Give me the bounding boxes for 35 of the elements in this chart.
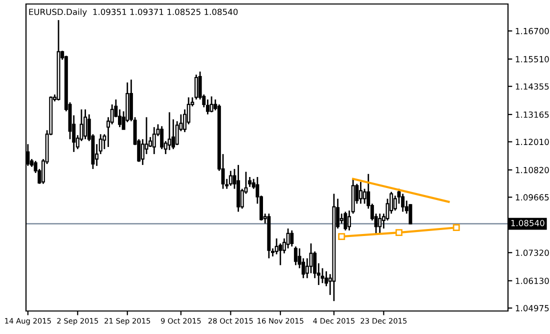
y-tick-label: 1.10820	[516, 166, 549, 174]
text: EURUSD.Daily 1.09351 1.09371 1.08525 1.08540	[29, 8, 238, 17]
y-tick-label: 1.15510	[516, 56, 549, 62]
candlestick	[362, 188, 366, 204]
candlestick	[290, 230, 294, 248]
candlestick	[152, 126, 156, 155]
y-tick-label: 1.04975	[516, 305, 549, 312]
candlestick	[206, 98, 210, 116]
y-tick-label: 1.13165	[516, 111, 549, 118]
candlestick	[344, 211, 348, 232]
y-tick-label: 1.06130	[516, 278, 549, 284]
candlestick	[168, 112, 172, 151]
candlestick	[278, 242, 282, 266]
y-tick-label: 1.07320	[516, 250, 549, 256]
point	[396, 229, 402, 236]
y-tick-label: 1.12010	[516, 138, 549, 146]
candlestick	[401, 193, 405, 212]
y-tick-label: 1.09665	[516, 194, 549, 200]
candlestick	[84, 108, 88, 140]
point	[452, 224, 460, 232]
candlestick	[210, 96, 214, 113]
candlestick	[358, 181, 362, 204]
y-tick-label: 1.16700	[516, 28, 549, 34]
candlestick	[320, 268, 324, 284]
candlestick	[378, 212, 382, 234]
candlestick	[228, 170, 232, 186]
candlestick	[408, 203, 412, 225]
candlestick	[118, 108, 122, 128]
ref-line-label: 1.08540	[511, 220, 544, 226]
candlestick	[294, 246, 298, 266]
candlestick	[286, 228, 290, 250]
y-tick-label: 1.14355	[516, 83, 549, 90]
candlestick	[393, 194, 397, 212]
point	[338, 233, 346, 240]
candlestick	[160, 125, 164, 150]
